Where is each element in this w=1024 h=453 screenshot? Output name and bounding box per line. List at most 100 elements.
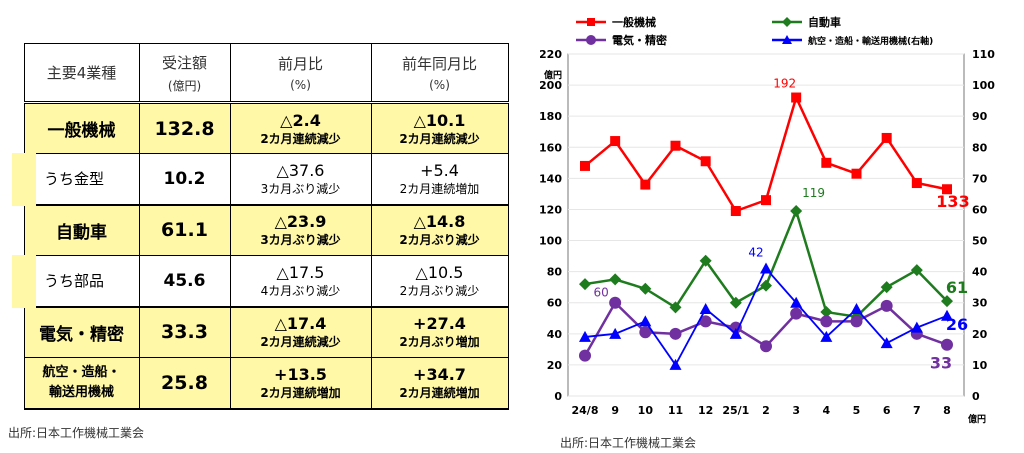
industry-name-line1: 航空・造船・ <box>42 364 121 380</box>
x-tick-label: 2 <box>762 404 770 417</box>
data-point <box>850 315 863 328</box>
industry-name-line2: 輸送用機械 <box>48 384 114 400</box>
data-point <box>820 330 833 342</box>
summary-table: 主要4業種 受注額 (億円) 前月比 (%) 前年同月比 (%) 一般機械 132.8… <box>12 43 509 410</box>
header-mom-unit: (%) <box>290 78 311 92</box>
table-row: 一般機械 132.8 △2.4 2カ月連続減少 △10.1 2カ月連続減少 <box>23 102 509 154</box>
data-point <box>699 302 712 314</box>
left-tick-label: 160 <box>540 141 562 154</box>
header-amount: 受注額 (億円) <box>138 43 231 104</box>
x-tick-label: 3 <box>792 404 800 417</box>
data-point <box>609 273 622 286</box>
mom-cell: △2.4 2カ月連続減少 <box>229 102 372 154</box>
legend-label: 航空・造船・輸送用機械(右軸) <box>808 35 933 47</box>
header-industry-label: 主要4業種 <box>46 64 117 82</box>
header-yoy: 前年同月比 (%) <box>370 43 509 104</box>
data-label: 192 <box>773 77 796 91</box>
data-point <box>880 337 893 349</box>
data-point <box>669 327 682 340</box>
data-point <box>730 206 741 217</box>
amount-value: 25.8 <box>138 357 231 410</box>
yoy-note: 2カ月ぶり増加 <box>399 335 480 350</box>
source-note-left: 出所:日本工作機械工業会 <box>8 426 145 440</box>
legend-label: 自動車 <box>808 15 841 29</box>
data-point <box>700 156 711 167</box>
mom-cell: +13.5 2カ月連続増加 <box>229 357 372 410</box>
header-yoy-unit: (%) <box>429 78 450 92</box>
amount-value: 45.6 <box>138 255 231 307</box>
industry-name: 航空・造船・ 輸送用機械 <box>23 357 140 410</box>
data-point <box>880 281 893 294</box>
data-label: 26 <box>946 315 968 334</box>
x-axis-unit: 億円 <box>968 413 986 425</box>
industry-name: うち部品 <box>12 255 140 307</box>
table-row: 航空・造船・ 輸送用機械 25.8 +13.5 2カ月連続増加 +34.7 2カ月連続… <box>23 357 509 410</box>
data-point <box>760 279 772 292</box>
mom-cell: △37.6 3カ月ぶり減少 <box>229 153 372 205</box>
left-tick-label: 80 <box>547 266 563 279</box>
data-point <box>821 157 832 168</box>
mom-value: △37.6 <box>276 160 325 180</box>
data-point <box>580 160 590 171</box>
data-point <box>639 315 652 327</box>
data-point <box>670 140 681 151</box>
mom-note: 4カ月ぶり減少 <box>260 283 341 298</box>
mom-value: △2.4 <box>280 110 321 130</box>
yoy-value: +27.4 <box>413 314 466 334</box>
data-point <box>790 307 803 320</box>
data-point <box>639 326 652 339</box>
data-point <box>880 299 893 312</box>
data-point <box>639 282 652 295</box>
data-point <box>851 168 862 179</box>
left-tick-label: 20 <box>547 359 563 372</box>
yoy-note: 2カ月ぶり減少 <box>399 283 480 298</box>
left-tick-label: 220 <box>540 48 562 61</box>
data-point <box>609 296 622 309</box>
data-point <box>790 296 803 308</box>
left-tick-label: 140 <box>540 172 562 185</box>
data-point <box>579 349 591 362</box>
mom-value: +13.5 <box>274 364 327 384</box>
yoy-value: △14.8 <box>413 212 466 232</box>
data-point <box>729 327 742 339</box>
header-industry: 主要4業種 <box>23 43 140 104</box>
data-point <box>669 358 682 370</box>
amount-value: 132.8 <box>138 102 231 154</box>
data-point <box>579 278 591 291</box>
legend-label: 一般機械 <box>612 15 656 29</box>
data-point <box>941 338 953 351</box>
x-tick-label: 8 <box>943 404 951 417</box>
yoy-value: △10.5 <box>415 262 464 282</box>
data-label: 42 <box>748 246 763 260</box>
table-row: 自動車 61.1 △23.9 3カ月ぶり減少 △14.8 2カ月ぶり減少 <box>23 203 509 256</box>
header-mom: 前月比 (%) <box>229 43 372 104</box>
data-label: 61 <box>946 278 968 297</box>
left-tick-label: 0 <box>554 390 562 403</box>
yoy-cell: △10.1 2カ月連続減少 <box>370 102 509 154</box>
data-point <box>941 309 953 321</box>
data-point <box>850 302 863 314</box>
right-tick-label: 20 <box>972 328 988 341</box>
yoy-note: 2カ月連続増加 <box>399 181 480 196</box>
mom-cell: △23.9 3カ月ぶり減少 <box>229 203 372 256</box>
table-row: うち金型 10.2 △37.6 3カ月ぶり減少 +5.4 2カ月連続増加 <box>12 153 509 205</box>
mom-value: △23.9 <box>274 212 327 232</box>
legend-label: 電気・精密 <box>612 33 667 47</box>
right-tick-label: 60 <box>972 203 988 216</box>
yoy-cell: +34.7 2カ月連続増加 <box>370 357 509 410</box>
data-label: 60 <box>594 286 609 300</box>
data-label: 133 <box>936 192 969 211</box>
amount-value: 61.1 <box>138 203 231 256</box>
right-tick-label: 0 <box>972 390 980 403</box>
yoy-value: △10.1 <box>413 110 466 130</box>
header-yoy-label: 前年同月比 <box>401 55 477 73</box>
mom-value: △17.5 <box>276 262 325 282</box>
left-tick-label: 40 <box>547 328 563 341</box>
data-point <box>760 340 772 353</box>
mom-cell: △17.5 4カ月ぶり減少 <box>229 255 372 307</box>
x-tick-label: 11 <box>668 404 683 417</box>
data-point <box>942 184 952 195</box>
table-row: うち部品 45.6 △17.5 4カ月ぶり減少 △10.5 2カ月ぶり減少 <box>12 255 509 307</box>
data-point <box>640 179 651 190</box>
data-point <box>761 195 771 206</box>
